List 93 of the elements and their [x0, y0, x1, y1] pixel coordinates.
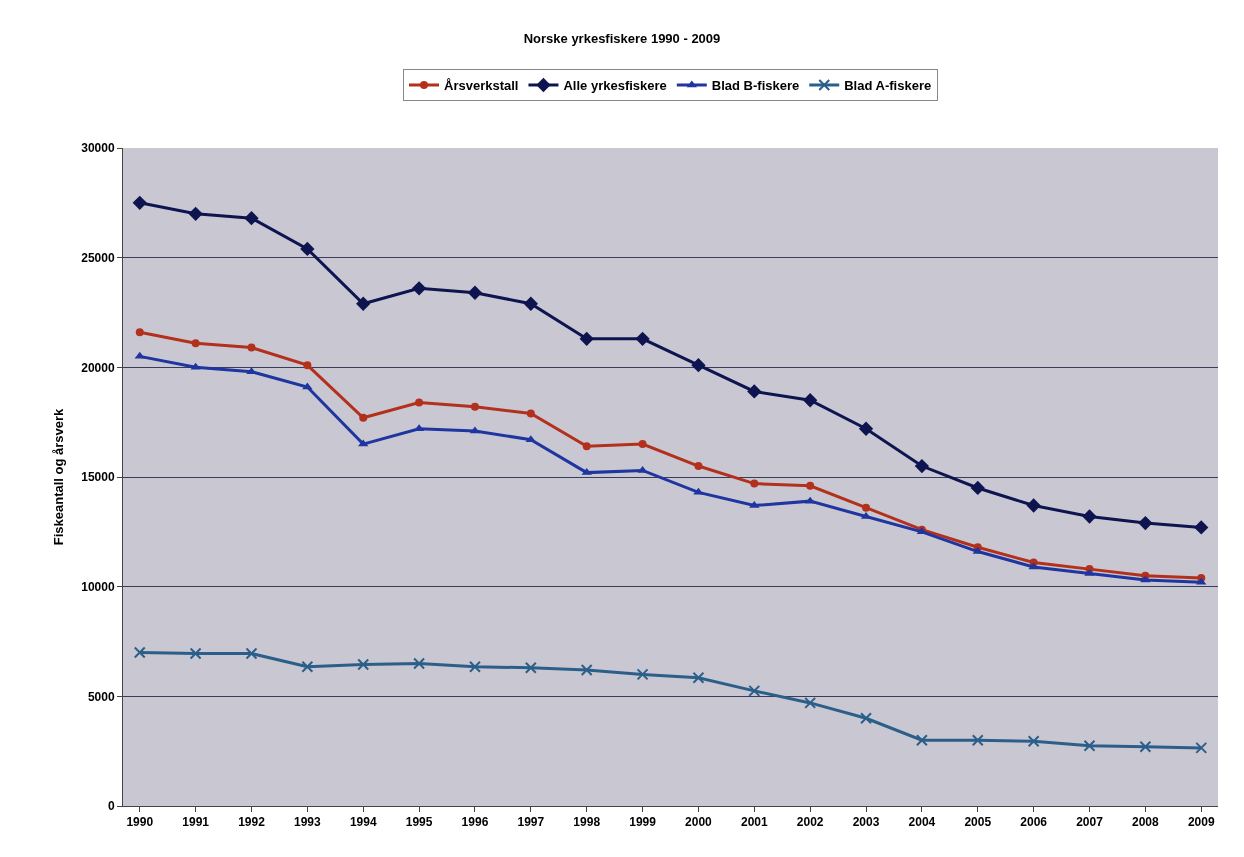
point	[135, 328, 144, 337]
y-tick-label: 20000	[81, 360, 115, 375]
x-tick-label: 2008	[1132, 815, 1160, 830]
point	[806, 481, 815, 490]
point	[750, 479, 759, 488]
point	[858, 421, 874, 436]
point	[413, 657, 426, 670]
point	[357, 658, 370, 671]
point	[300, 241, 315, 257]
point	[971, 734, 984, 747]
point	[467, 285, 483, 300]
point	[637, 465, 648, 473]
point	[134, 351, 145, 359]
point	[247, 343, 256, 352]
point	[244, 211, 259, 226]
y-tick-label: 30000	[81, 141, 115, 156]
point	[579, 331, 594, 346]
x-tick-label: 2005	[964, 815, 992, 830]
point	[1138, 515, 1153, 531]
x-tick-label: 2007	[1076, 815, 1104, 830]
point	[693, 487, 704, 495]
point	[1026, 498, 1041, 513]
x-tick-label: 1994	[349, 815, 377, 830]
x-tick-label: 2000	[685, 815, 713, 830]
point	[691, 357, 706, 373]
x-tick-label: 2003	[852, 815, 880, 830]
x-tick-label: 1990	[126, 815, 154, 830]
point	[582, 442, 591, 451]
point	[191, 339, 200, 348]
point	[188, 206, 203, 221]
point	[580, 664, 593, 677]
point	[526, 409, 535, 418]
point	[133, 646, 146, 659]
point	[189, 647, 202, 660]
point	[635, 331, 650, 346]
legend-label: Alle yrkesfiskere	[563, 78, 667, 94]
point	[301, 660, 314, 673]
point	[415, 398, 424, 407]
y-tick-label: 0	[107, 799, 115, 814]
x-tick-label: 2002	[796, 815, 824, 830]
point	[1082, 509, 1097, 524]
point	[1196, 577, 1207, 585]
point	[1083, 739, 1096, 752]
point	[1139, 740, 1152, 753]
point	[1027, 735, 1040, 748]
point	[132, 195, 147, 210]
x-tick-label: 2004	[908, 815, 936, 830]
point	[359, 413, 368, 422]
x-tick-label: 1991	[182, 815, 210, 830]
x-tick-label: 2009	[1187, 815, 1215, 830]
point	[748, 684, 761, 697]
legend-label: Blad B-fiskere	[711, 78, 800, 94]
y-tick-label: 25000	[81, 250, 115, 265]
point	[803, 393, 818, 408]
y-tick-label: 15000	[81, 470, 115, 485]
point	[524, 661, 537, 674]
point	[1028, 562, 1039, 570]
x-tick-label: 2001	[740, 815, 768, 830]
x-tick-label: 1992	[238, 815, 266, 830]
x-tick-label: 1995	[405, 815, 433, 830]
point	[245, 647, 258, 660]
point	[692, 671, 705, 684]
chart-title: Norske yrkesfiskere 1990 - 2009	[523, 31, 721, 47]
point	[747, 384, 762, 399]
point	[303, 361, 312, 370]
legend-label: Årsverkstall	[444, 78, 519, 94]
y-tick-label: 10000	[81, 579, 115, 594]
point	[804, 696, 817, 709]
point	[190, 362, 201, 370]
x-tick-label: 1999	[629, 815, 657, 830]
point	[638, 440, 647, 449]
point	[915, 734, 928, 747]
x-tick-label: 1993	[294, 815, 322, 830]
point	[694, 462, 703, 471]
x-tick-label: 1997	[517, 815, 545, 830]
point	[970, 480, 985, 496]
x-tick-label: 1996	[461, 815, 489, 830]
y-tick-label: 5000	[87, 689, 115, 704]
point	[1195, 741, 1208, 754]
point	[468, 660, 481, 673]
x-tick-label: 2006	[1020, 815, 1048, 830]
point	[636, 668, 649, 681]
point	[914, 458, 930, 474]
point	[860, 712, 873, 725]
point	[470, 402, 479, 411]
point	[523, 296, 538, 311]
x-tick-label: 1998	[573, 815, 601, 830]
y-axis-title: Fiskeantall og årsverk	[51, 407, 67, 546]
point	[356, 296, 371, 311]
point	[862, 503, 871, 512]
point	[1194, 520, 1209, 535]
point	[411, 281, 427, 296]
legend-label: Blad A-fiskere	[844, 78, 932, 94]
